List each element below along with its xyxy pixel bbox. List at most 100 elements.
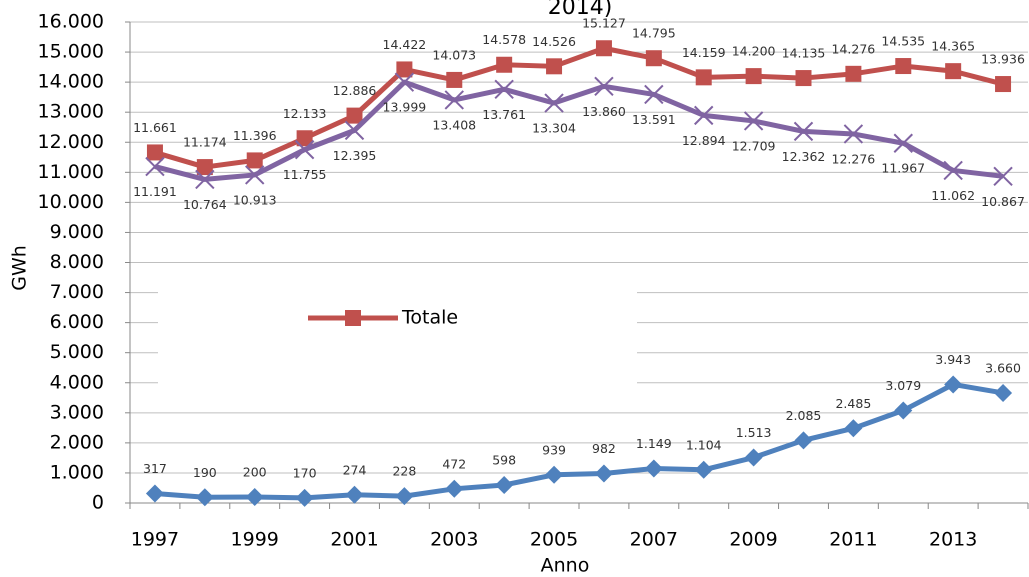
data-label: 14.135 (782, 46, 826, 61)
marker (245, 487, 264, 506)
data-label: 11.174 (183, 135, 227, 150)
marker (944, 375, 963, 394)
data-label: 14.200 (732, 44, 776, 59)
marker (145, 156, 165, 177)
marker (296, 130, 313, 147)
marker (546, 58, 563, 75)
marker (495, 476, 514, 495)
data-label: 1.149 (636, 436, 672, 451)
data-label: 14.073 (432, 47, 476, 62)
data-label: 11.755 (283, 167, 327, 182)
data-label: 12.362 (782, 149, 826, 164)
y-tick-label: 15.000 (38, 41, 104, 63)
data-label: 14.795 (632, 26, 676, 41)
x-tick-label: 1999 (231, 529, 279, 551)
y-tick-label: 0 (92, 492, 104, 514)
data-label: 200 (243, 464, 267, 479)
y-tick-label: 7.000 (50, 281, 104, 303)
marker (945, 63, 962, 80)
marker (346, 107, 363, 124)
marker (844, 419, 863, 438)
data-label: 11.967 (881, 161, 925, 176)
marker (294, 139, 315, 160)
data-label: 170 (293, 465, 317, 480)
data-label: 14.276 (832, 41, 876, 56)
data-label: 13.408 (432, 117, 476, 132)
marker (594, 464, 613, 483)
marker (195, 488, 214, 507)
y-tick-label: 13.000 (38, 101, 104, 123)
legend: Totale (158, 276, 637, 390)
marker (345, 485, 364, 504)
marker (795, 70, 812, 87)
x-tick-label: 2009 (729, 529, 777, 551)
legend-box (158, 276, 637, 390)
marker (446, 71, 463, 88)
series-line (154, 79, 1004, 182)
marker (494, 79, 514, 100)
marker (395, 487, 414, 506)
x-tick-label: 2003 (430, 529, 478, 551)
data-label: 15.127 (582, 16, 626, 31)
data-label: 13.304 (532, 121, 576, 136)
y-tick-label: 12.000 (38, 131, 104, 153)
data-label: 1.513 (736, 425, 772, 440)
data-label: 317 (143, 461, 167, 476)
marker (994, 383, 1013, 402)
x-tick-label: 2001 (330, 529, 378, 551)
data-label: 13.999 (383, 100, 427, 115)
marker (595, 40, 612, 57)
data-label: 598 (492, 453, 516, 468)
marker (196, 159, 213, 176)
marker (295, 488, 314, 507)
data-label: 11.661 (133, 120, 177, 135)
marker (146, 144, 163, 161)
y-tick-label: 4.000 (50, 371, 104, 393)
marker (993, 166, 1013, 187)
marker (894, 401, 913, 420)
x-tick-label: 2013 (929, 529, 977, 551)
marker (396, 61, 413, 78)
y-tick-label: 14.000 (38, 71, 104, 93)
marker (943, 160, 963, 181)
y-tick-label: 1.000 (50, 461, 104, 483)
data-label: 2.085 (786, 408, 822, 423)
marker (145, 484, 164, 503)
marker (845, 65, 862, 82)
marker (195, 169, 215, 190)
data-label: 10.867 (981, 194, 1025, 209)
data-label: 2.485 (835, 396, 871, 411)
data-label: 14.578 (482, 32, 526, 47)
y-tick-label: 5.000 (50, 341, 104, 363)
data-label: 3.660 (985, 360, 1021, 375)
data-label: 12.894 (682, 133, 726, 148)
x-axis-label: Anno (541, 555, 590, 577)
legend-marker (345, 310, 361, 326)
data-label: 13.591 (632, 112, 676, 127)
data-label: 10.913 (233, 192, 277, 207)
y-tick-label: 8.000 (50, 251, 104, 273)
data-label: 14.535 (881, 34, 925, 49)
x-tick-label: 1997 (131, 529, 179, 551)
marker (895, 58, 912, 75)
data-label: 13.860 (582, 104, 626, 119)
data-label: 1.104 (686, 437, 722, 452)
data-label: 10.764 (183, 197, 227, 212)
y-axis-label: GWh (9, 245, 31, 291)
data-label: 939 (542, 442, 566, 457)
x-tick-label: 2007 (630, 529, 678, 551)
marker (744, 448, 763, 467)
data-label: 11.396 (233, 128, 277, 143)
data-label: 12.886 (333, 83, 377, 98)
data-label: 472 (442, 456, 466, 471)
data-label: 13.936 (981, 52, 1025, 67)
data-label: 14.365 (931, 39, 975, 54)
marker (644, 459, 663, 478)
legend-label: Totale (401, 307, 458, 329)
data-label: 14.526 (532, 34, 576, 49)
y-tick-label: 10.000 (38, 191, 104, 213)
chart-title: 2014) (548, 0, 613, 20)
data-label: 14.159 (682, 45, 726, 60)
marker (496, 56, 513, 73)
marker (745, 68, 762, 85)
